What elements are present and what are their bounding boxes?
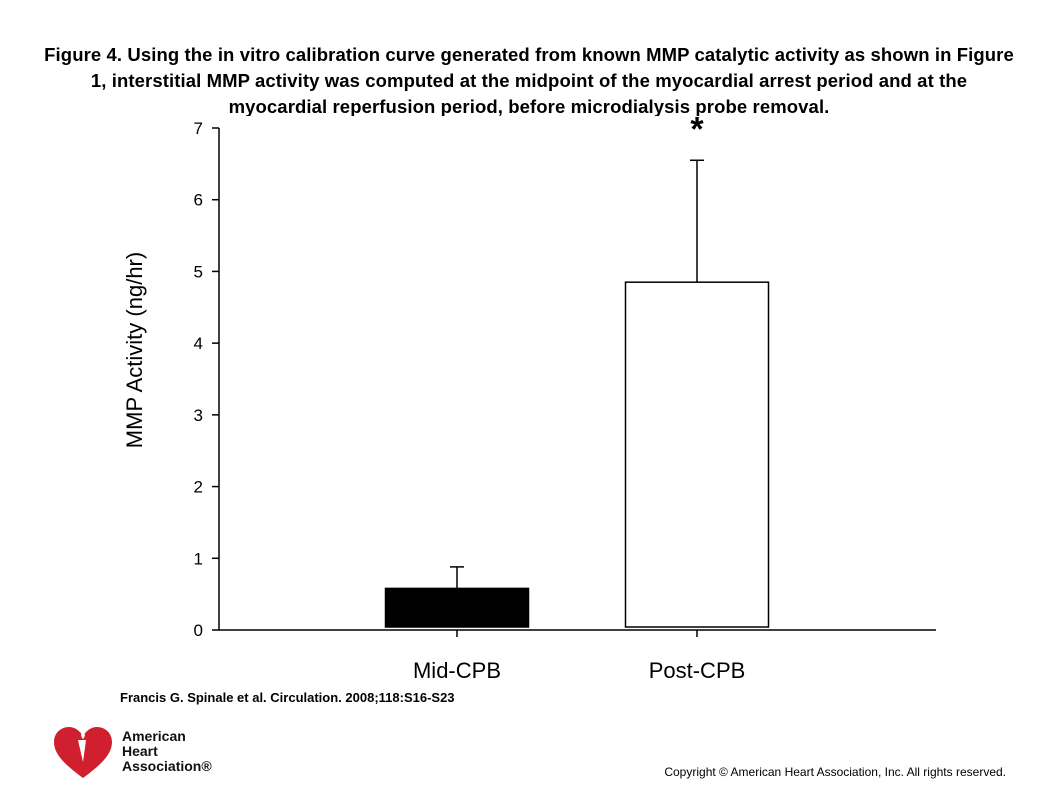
y-tick-label: 2 <box>194 478 203 497</box>
x-tick-label: Mid-CPB <box>413 658 501 683</box>
bar-post-cpb <box>624 281 770 628</box>
aha-logo: American Heart Association® <box>50 724 220 780</box>
bar-chart: 0 1 2 3 4 5 6 7 Mid-CPB Post-CPB * MMP Activity … <box>122 110 936 683</box>
y-tick-label: 1 <box>194 549 203 568</box>
heart-torch-icon <box>54 727 112 778</box>
aha-logo-text: American Heart Association® <box>122 729 212 774</box>
logo-line-3: Association® <box>122 758 212 774</box>
y-axis: 0 1 2 3 4 5 6 7 <box>194 119 220 640</box>
bar-series <box>384 281 770 628</box>
y-tick-label: 5 <box>194 262 203 281</box>
error-bars <box>450 159 704 589</box>
significance-marker: * <box>690 110 704 148</box>
y-tick-label: 7 <box>194 119 203 138</box>
citation: Francis G. Spinale et al. Circulation. 2… <box>120 690 455 705</box>
y-tick-label: 6 <box>194 191 203 210</box>
x-axis: Mid-CPB Post-CPB <box>219 629 936 683</box>
y-tick-label: 3 <box>194 406 203 425</box>
y-tick-label: 4 <box>194 334 203 353</box>
x-tick-label: Post-CPB <box>649 658 746 683</box>
annotations: * <box>690 110 704 148</box>
bar-mid-cpb <box>384 587 530 628</box>
logo-line-1: American <box>122 728 186 744</box>
figure-title: Figure 4. Using the in vitro calibration… <box>44 44 1014 116</box>
y-axis-label: MMP Activity (ng/hr) <box>122 252 147 448</box>
logo-line-2: Heart <box>122 743 158 759</box>
y-tick-label: 0 <box>194 621 203 640</box>
copyright-notice: Copyright © American Heart Association, … <box>664 765 1006 779</box>
